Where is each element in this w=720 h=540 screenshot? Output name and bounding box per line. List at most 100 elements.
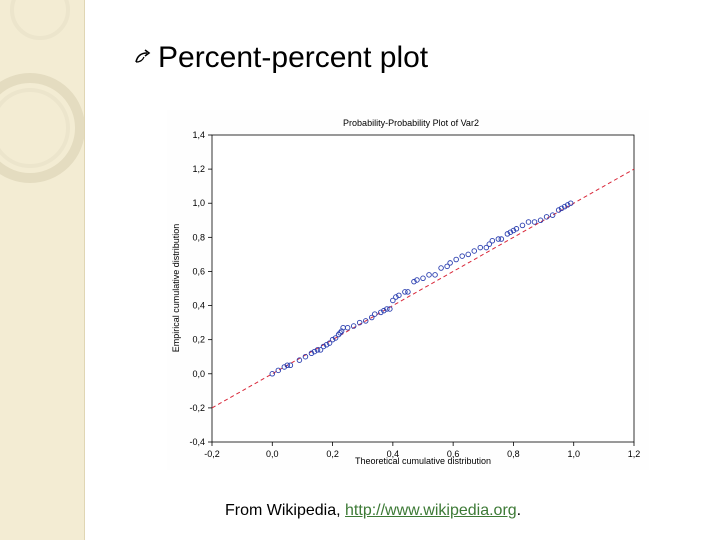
data-point bbox=[314, 347, 321, 353]
data-point bbox=[402, 289, 408, 295]
data-point bbox=[510, 227, 517, 234]
data-point bbox=[483, 244, 490, 251]
data-point bbox=[362, 318, 369, 324]
x-axis-title: Theoretical cumulative distribution bbox=[355, 456, 491, 466]
x-tick-label: 0,8 bbox=[507, 449, 520, 459]
data-point bbox=[567, 200, 574, 206]
data-point bbox=[531, 219, 538, 225]
data-point bbox=[453, 256, 459, 263]
data-point bbox=[311, 348, 318, 355]
pp-plot-chart: Probability-Probability Plot of Var2 -0,… bbox=[167, 110, 649, 470]
chart-canvas: Probability-Probability Plot of Var2 -0,… bbox=[171, 118, 640, 466]
data-point bbox=[384, 306, 390, 312]
data-point bbox=[332, 335, 339, 341]
deco-ring-small bbox=[10, 0, 70, 40]
data-point bbox=[281, 364, 288, 370]
y-tick-label: 1,4 bbox=[192, 130, 205, 140]
y-tick-label: 1,2 bbox=[192, 164, 205, 174]
data-point bbox=[372, 311, 378, 317]
y-axis-ticks: -0,4 -0,2 0,0 0,2 0,4 0,6 0,8 1,0 1,2 1,4 bbox=[189, 130, 212, 447]
x-tick-label: 0,6 bbox=[447, 449, 460, 459]
data-point bbox=[396, 292, 402, 299]
y-tick-label: -0,2 bbox=[189, 403, 205, 413]
data-point bbox=[369, 314, 375, 321]
data-point bbox=[495, 236, 502, 242]
y-tick-label: -0,4 bbox=[189, 437, 205, 447]
plot-area bbox=[211, 134, 635, 443]
data-point bbox=[537, 217, 544, 224]
data-point bbox=[323, 342, 330, 348]
data-point bbox=[387, 306, 393, 312]
data-point bbox=[335, 331, 342, 338]
caption-suffix: . bbox=[516, 502, 522, 519]
data-point bbox=[275, 367, 282, 374]
data-point bbox=[504, 231, 511, 237]
data-point bbox=[284, 362, 291, 368]
data-point bbox=[489, 237, 496, 244]
y-tick-label: 0,6 bbox=[192, 266, 205, 276]
data-point bbox=[471, 248, 477, 254]
data-points bbox=[269, 200, 574, 377]
data-point bbox=[320, 343, 327, 350]
data-point bbox=[338, 328, 345, 334]
data-point bbox=[459, 253, 465, 259]
wikipedia-link[interactable]: http://www.wikipedia.org bbox=[345, 502, 517, 519]
data-point bbox=[317, 347, 324, 353]
x-tick-label: 0,2 bbox=[326, 449, 339, 459]
deco-ring-inner bbox=[0, 88, 70, 168]
data-point bbox=[447, 260, 453, 266]
data-point bbox=[507, 229, 514, 235]
data-point bbox=[296, 357, 303, 363]
data-point bbox=[549, 212, 556, 218]
data-point bbox=[513, 226, 520, 232]
data-point bbox=[378, 309, 384, 316]
slide-decoration-strip bbox=[0, 0, 85, 540]
data-point bbox=[543, 214, 550, 220]
x-tick-label: 1,2 bbox=[628, 449, 641, 459]
data-point bbox=[564, 202, 571, 208]
data-point bbox=[432, 272, 438, 278]
y-tick-label: 0,2 bbox=[192, 335, 205, 345]
slide-heading: Percent-percent plot bbox=[132, 38, 428, 78]
x-tick-label: 1,0 bbox=[567, 449, 580, 459]
data-point bbox=[344, 324, 351, 331]
data-point bbox=[302, 353, 309, 360]
y-tick-label: 0,4 bbox=[192, 301, 205, 311]
deco-ring-large bbox=[0, 73, 84, 183]
data-point bbox=[329, 336, 336, 343]
data-point bbox=[287, 362, 294, 368]
curved-arrow-bullet-icon bbox=[135, 49, 151, 63]
data-point bbox=[393, 294, 399, 300]
data-point bbox=[519, 222, 526, 229]
chart-title: Probability-Probability Plot of Var2 bbox=[343, 118, 479, 128]
data-point bbox=[438, 265, 444, 271]
data-point bbox=[477, 244, 484, 251]
data-point bbox=[381, 307, 387, 314]
data-point bbox=[411, 278, 417, 285]
data-point bbox=[498, 236, 505, 242]
y-tick-label: 0,0 bbox=[192, 369, 205, 379]
source-caption: From Wikipedia, http://www.wikipedia.org… bbox=[225, 502, 521, 520]
data-point bbox=[414, 277, 420, 283]
y-axis-title: Empirical cumulative distribution bbox=[171, 224, 181, 353]
data-point bbox=[426, 272, 432, 278]
y-tick-label: 0,8 bbox=[192, 232, 205, 242]
data-point bbox=[326, 340, 333, 346]
data-point bbox=[444, 263, 450, 270]
x-tick-label: 0,4 bbox=[387, 449, 400, 459]
data-point bbox=[558, 205, 565, 212]
data-point bbox=[350, 323, 357, 329]
data-point bbox=[420, 275, 426, 282]
decorative-rings bbox=[0, 0, 84, 183]
data-point bbox=[356, 319, 363, 326]
slide-title: Percent-percent plot bbox=[158, 41, 429, 74]
data-point bbox=[269, 371, 276, 377]
data-point bbox=[465, 251, 471, 258]
x-tick-label: -0,2 bbox=[204, 449, 220, 459]
data-point bbox=[337, 330, 343, 336]
data-point bbox=[308, 350, 315, 357]
data-point bbox=[561, 203, 568, 210]
data-point bbox=[486, 241, 493, 247]
x-axis-ticks: -0,2 0,0 0,2 0,4 0,6 0,8 1,0 1,2 bbox=[204, 442, 640, 459]
data-point bbox=[390, 297, 396, 304]
